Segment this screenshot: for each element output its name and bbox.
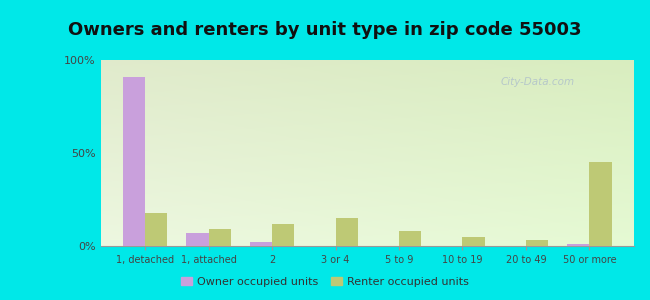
Bar bbox=[209, 229, 231, 246]
Bar bbox=[399, 231, 421, 246]
Bar bbox=[335, 218, 358, 246]
Bar bbox=[250, 242, 272, 246]
Bar bbox=[123, 77, 145, 246]
Bar bbox=[187, 233, 209, 246]
Text: City-Data.com: City-Data.com bbox=[500, 77, 575, 87]
Legend: Owner occupied units, Renter occupied units: Owner occupied units, Renter occupied un… bbox=[177, 273, 473, 291]
Bar bbox=[145, 212, 168, 246]
Bar bbox=[526, 240, 548, 246]
Bar bbox=[272, 224, 294, 246]
Bar bbox=[590, 162, 612, 246]
Bar bbox=[462, 237, 485, 246]
Text: Owners and renters by unit type in zip code 55003: Owners and renters by unit type in zip c… bbox=[68, 21, 582, 39]
Bar bbox=[567, 244, 590, 246]
